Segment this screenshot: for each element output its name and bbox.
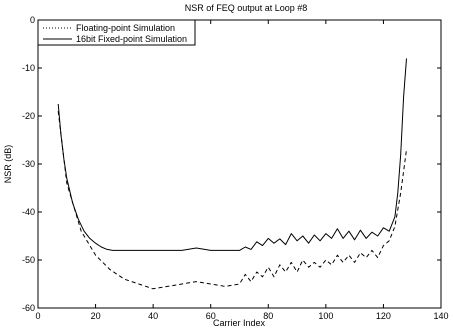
y-tick-label: -10 (22, 63, 35, 73)
series-fixed-point (57, 58, 407, 251)
x-axis-title: Carrier Index (213, 318, 266, 328)
y-tick-label: -20 (22, 111, 35, 121)
y-tick-label: -50 (22, 255, 35, 265)
y-axis: 0 -10 -20 -30 -40 -50 -60 (22, 15, 441, 313)
y-tick-label: -40 (22, 207, 35, 217)
legend-box (37, 19, 196, 46)
legend: Floating-point Simulation 16bit Fixed-po… (37, 19, 196, 46)
x-axis: 0 20 40 60 80 100 120 140 (35, 20, 449, 321)
x-tick-label: 20 (91, 311, 101, 321)
x-tick-label: 60 (206, 311, 216, 321)
y-tick-label: 0 (30, 15, 35, 25)
x-tick-label: 120 (376, 311, 391, 321)
x-tick-label: 100 (318, 311, 333, 321)
y-axis-title: NSR (dB) (3, 145, 13, 184)
y-tick-label: -60 (22, 303, 35, 313)
x-tick-label: 80 (263, 311, 273, 321)
x-tick-label: 40 (148, 311, 158, 321)
x-tick-label: 0 (35, 311, 40, 321)
legend-label-floating-point: Floating-point Simulation (76, 23, 175, 33)
plot-area-frame (37, 19, 442, 309)
series-layer (40, 58, 407, 309)
y-tick-label: -30 (22, 159, 35, 169)
series-dashed-curve (57, 111, 407, 290)
chart-title: NSR of FEQ output at Loop #8 (185, 3, 308, 13)
x-tick-label: 140 (433, 311, 448, 321)
legend-label-fixed-point: 16bit Fixed-point Simulation (76, 34, 187, 44)
